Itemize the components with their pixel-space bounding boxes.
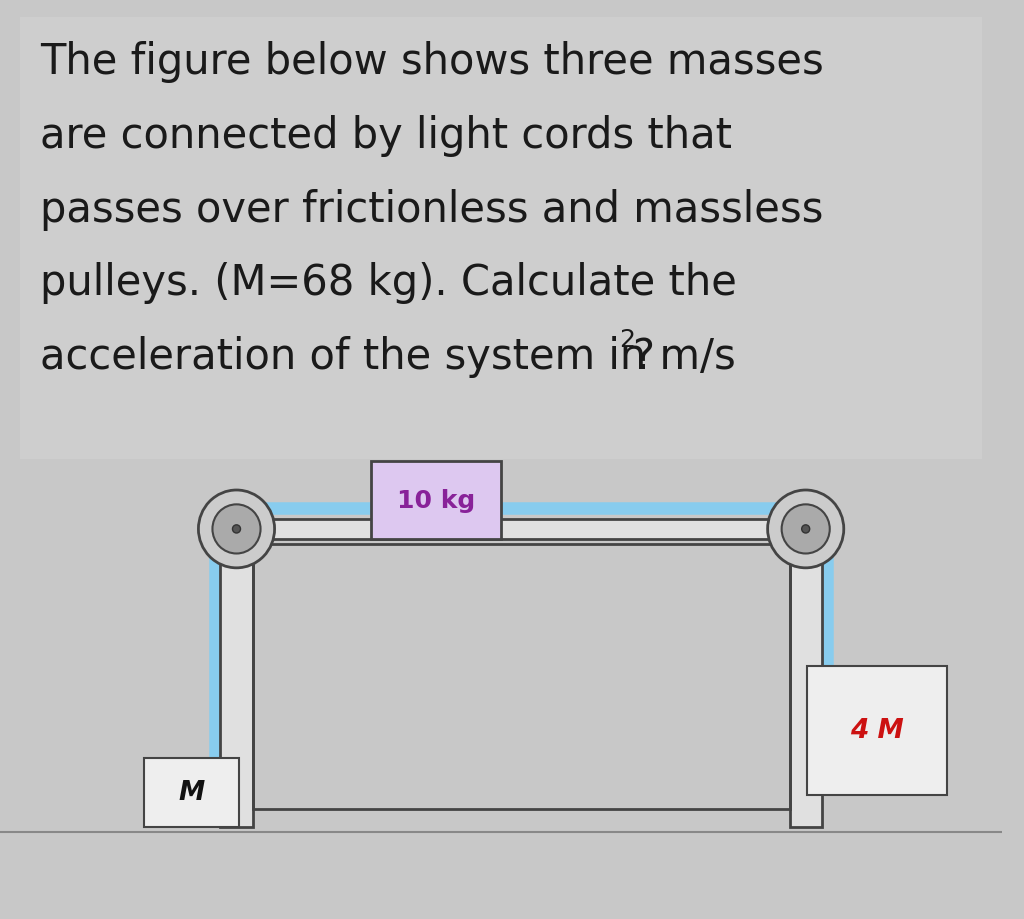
Ellipse shape xyxy=(212,505,260,554)
Bar xyxy=(371,461,501,539)
Ellipse shape xyxy=(232,526,241,533)
Text: 10 kg: 10 kg xyxy=(396,488,475,513)
Bar xyxy=(220,519,821,539)
Text: The figure below shows three masses: The figure below shows three masses xyxy=(40,41,824,84)
Bar xyxy=(20,18,982,460)
Text: 2: 2 xyxy=(618,328,635,352)
Ellipse shape xyxy=(802,526,810,533)
Text: acceleration of the system in m/s: acceleration of the system in m/s xyxy=(40,335,736,378)
Text: are connected by light cords that: are connected by light cords that xyxy=(40,115,732,157)
Text: 4 M: 4 M xyxy=(850,718,904,743)
Text: passes over frictionless and massless: passes over frictionless and massless xyxy=(40,188,823,231)
Bar xyxy=(220,539,253,827)
Ellipse shape xyxy=(781,505,829,554)
Bar xyxy=(790,539,821,827)
Bar xyxy=(253,544,790,809)
Bar xyxy=(144,758,240,827)
Ellipse shape xyxy=(199,491,274,568)
Bar xyxy=(807,666,947,795)
Text: M: M xyxy=(178,779,205,806)
Text: pulleys. (M=68 kg). Calculate the: pulleys. (M=68 kg). Calculate the xyxy=(40,262,737,304)
Text: ?: ? xyxy=(632,335,654,378)
Ellipse shape xyxy=(768,491,844,568)
